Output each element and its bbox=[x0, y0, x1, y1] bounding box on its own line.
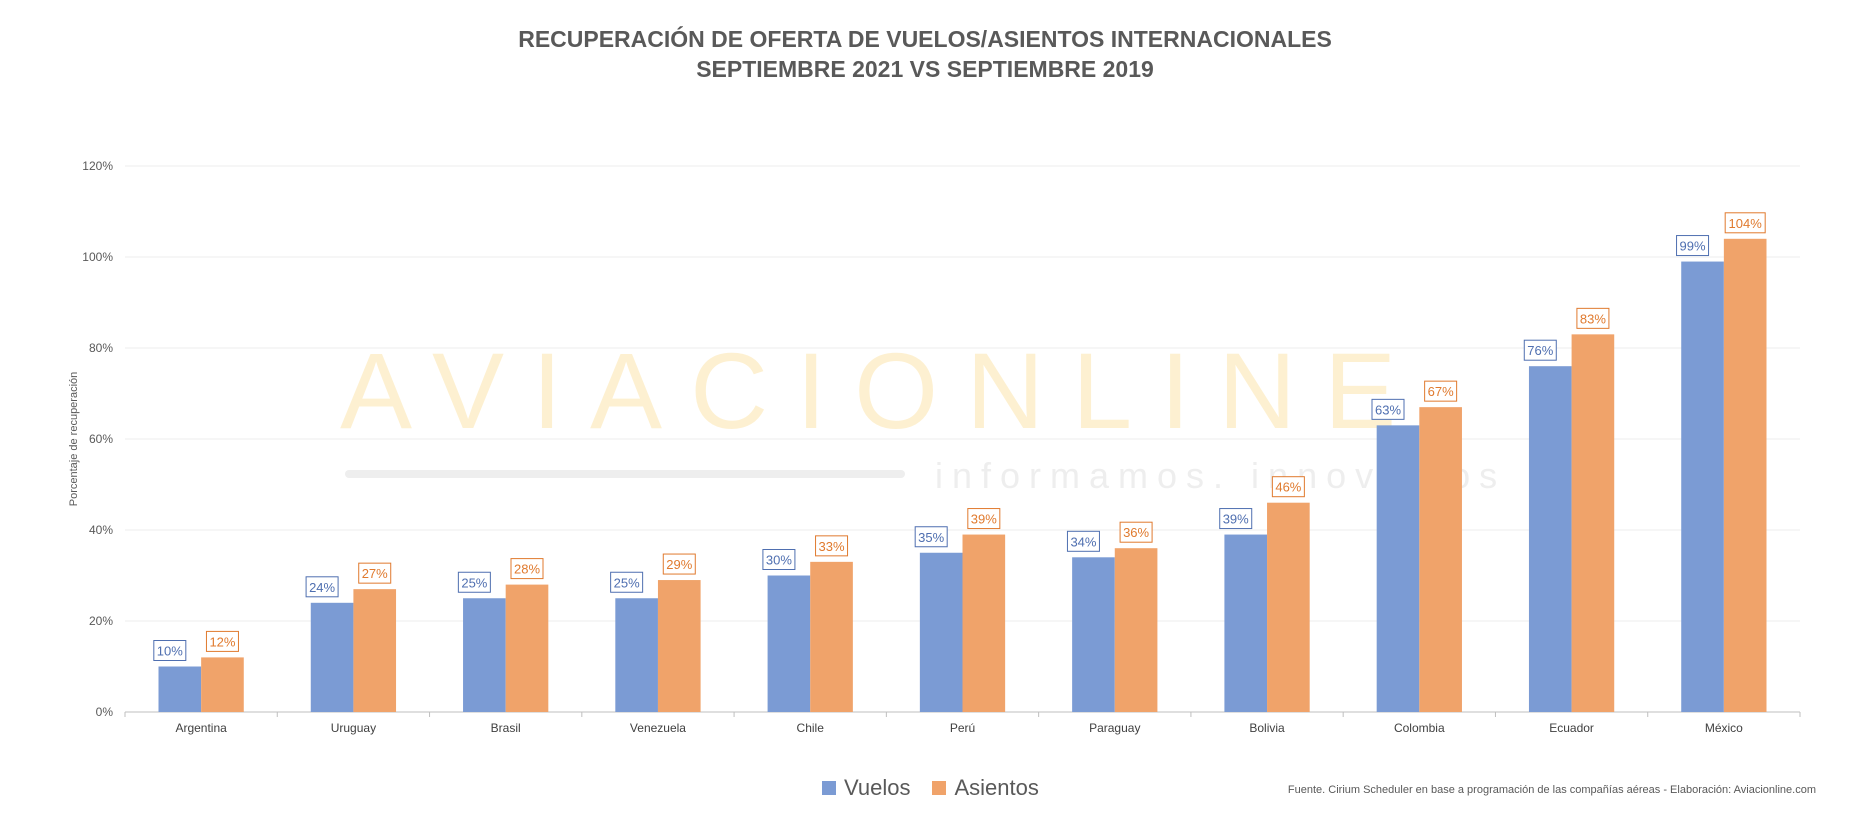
data-label: 28% bbox=[514, 562, 540, 577]
x-category-label: Argentina bbox=[175, 721, 227, 735]
data-label: 25% bbox=[614, 575, 640, 590]
bar-vuelos bbox=[310, 602, 354, 712]
x-category-label: Chile bbox=[797, 721, 825, 735]
bar-vuelos bbox=[919, 552, 963, 712]
bar-asientos bbox=[810, 561, 853, 712]
data-label-box bbox=[967, 508, 1001, 530]
data-label: 39% bbox=[1223, 512, 1249, 527]
x-category-label: Brasil bbox=[491, 721, 521, 735]
y-tick-label: 80% bbox=[89, 341, 113, 355]
legend-label-asientos: Asientos bbox=[954, 775, 1039, 800]
bar-asientos bbox=[657, 580, 701, 712]
data-label: 10% bbox=[157, 644, 183, 659]
legend-swatch-asientos bbox=[932, 781, 947, 795]
data-label-box bbox=[1424, 380, 1458, 402]
data-label-box bbox=[1676, 235, 1710, 257]
x-category-label: Perú bbox=[950, 721, 975, 735]
bar-asientos bbox=[1419, 407, 1462, 712]
bar-vuelos bbox=[463, 598, 506, 712]
bar-vuelos bbox=[1376, 425, 1420, 712]
data-label-box bbox=[1271, 476, 1305, 498]
data-label-box bbox=[610, 571, 644, 593]
chart-subtitle: SEPTIEMBRE 2021 VS SEPTIEMBRE 2019 bbox=[696, 56, 1154, 82]
data-label: 83% bbox=[1580, 311, 1606, 326]
data-label-box bbox=[1523, 339, 1557, 361]
data-label-box bbox=[510, 558, 544, 580]
data-label: 63% bbox=[1375, 402, 1401, 417]
data-label-box bbox=[305, 576, 339, 598]
data-label-box bbox=[914, 526, 948, 548]
data-label-box bbox=[457, 571, 491, 593]
data-label-box bbox=[1219, 508, 1253, 530]
data-label: 30% bbox=[766, 553, 792, 568]
data-label: 27% bbox=[362, 566, 388, 581]
bar-asientos bbox=[1114, 548, 1158, 712]
bar-asientos bbox=[1571, 334, 1615, 712]
data-label-box bbox=[153, 640, 187, 661]
y-tick-label: 20% bbox=[89, 614, 113, 628]
data-label: 67% bbox=[1428, 384, 1454, 399]
data-label: 76% bbox=[1527, 343, 1553, 358]
y-axis-label: Porcentaje de recuperación bbox=[68, 372, 80, 507]
legend-item-vuelos: Vuelos bbox=[822, 775, 910, 801]
watermark-brand: AVIACIONLINE bbox=[340, 330, 1424, 451]
x-category-label: Colombia bbox=[1394, 721, 1445, 735]
data-label-box bbox=[762, 549, 796, 570]
data-label-box bbox=[1119, 521, 1153, 543]
data-label-box bbox=[1724, 212, 1766, 234]
data-label: 36% bbox=[1123, 525, 1149, 540]
data-label: 29% bbox=[666, 557, 692, 572]
x-category-label: Paraguay bbox=[1089, 721, 1140, 735]
x-category-label: Venezuela bbox=[630, 721, 686, 735]
data-label: 35% bbox=[918, 530, 944, 545]
y-tick-label: 40% bbox=[89, 523, 113, 537]
data-label: 39% bbox=[971, 512, 997, 527]
bar-asientos bbox=[201, 657, 244, 712]
bar-asientos bbox=[353, 589, 397, 712]
data-label: 25% bbox=[461, 575, 487, 590]
watermark-bar bbox=[345, 470, 905, 478]
data-label-box bbox=[358, 562, 392, 584]
source-note: Fuente. Cirium Scheduler en base a progr… bbox=[1287, 784, 1816, 796]
bar-asientos bbox=[1267, 502, 1310, 712]
data-label-box bbox=[1576, 307, 1610, 329]
data-label-box bbox=[815, 535, 849, 557]
x-category-label: Uruguay bbox=[331, 721, 376, 735]
bar-vuelos bbox=[1528, 366, 1572, 712]
data-label-box bbox=[1066, 530, 1100, 552]
bar-vuelos bbox=[615, 598, 658, 712]
data-label: 34% bbox=[1070, 534, 1096, 549]
bar-vuelos bbox=[1681, 261, 1724, 712]
data-label: 24% bbox=[309, 580, 335, 595]
legend-label-vuelos: Vuelos bbox=[844, 775, 911, 800]
data-label: 46% bbox=[1275, 480, 1301, 495]
data-label: 104% bbox=[1729, 216, 1763, 231]
bar-asientos bbox=[505, 584, 549, 712]
bar-asientos bbox=[1723, 238, 1767, 713]
data-label-box bbox=[662, 553, 696, 575]
bar-vuelos bbox=[158, 666, 202, 712]
legend-item-asientos: Asientos bbox=[932, 775, 1039, 801]
legend: Vuelos Asientos bbox=[822, 775, 1061, 801]
chart-title: RECUPERACIÓN DE OFERTA DE VUELOS/ASIENTO… bbox=[518, 26, 1332, 52]
data-label-box bbox=[1371, 398, 1405, 420]
y-tick-label: 60% bbox=[89, 432, 113, 446]
bar-asientos bbox=[962, 534, 1006, 712]
data-label: 99% bbox=[1680, 239, 1706, 254]
data-label: 12% bbox=[209, 634, 235, 649]
x-category-label: Bolivia bbox=[1249, 721, 1285, 735]
bar-vuelos bbox=[1072, 557, 1115, 712]
y-tick-label: 100% bbox=[82, 250, 113, 264]
data-label: 33% bbox=[819, 539, 845, 554]
x-category-label: México bbox=[1705, 721, 1743, 735]
y-tick-label: 120% bbox=[82, 159, 113, 173]
x-category-label: Ecuador bbox=[1549, 721, 1594, 735]
bar-vuelos bbox=[1224, 534, 1268, 712]
bar-vuelos bbox=[767, 575, 811, 712]
data-label-box bbox=[205, 630, 239, 652]
legend-swatch-vuelos bbox=[822, 781, 836, 795]
y-tick-label: 0% bbox=[96, 705, 114, 719]
